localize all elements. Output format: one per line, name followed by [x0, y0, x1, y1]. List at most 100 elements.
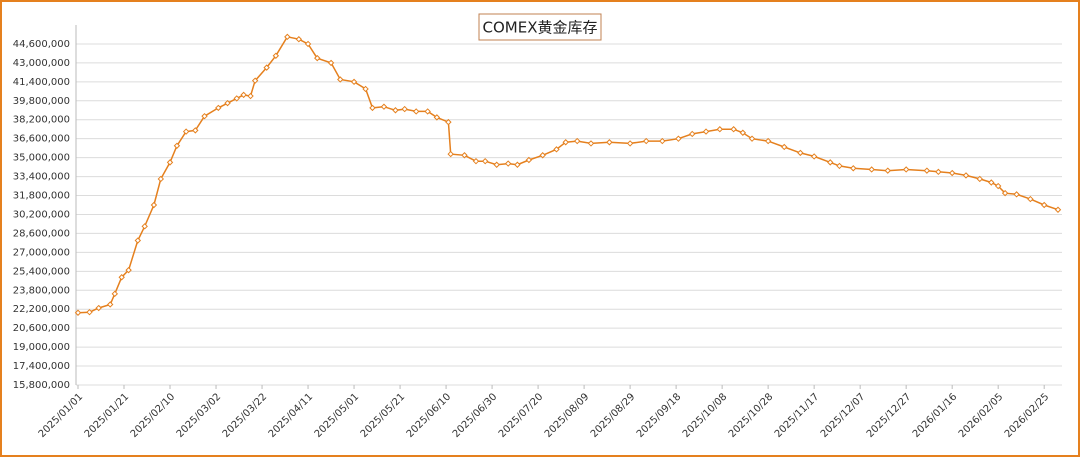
point [1013, 191, 1020, 198]
point [166, 159, 174, 166]
point [233, 95, 240, 102]
point [850, 165, 857, 172]
y-tick-label: 44,600,000 [13, 39, 70, 50]
point [224, 99, 231, 107]
point [781, 143, 788, 151]
point [125, 266, 132, 274]
point [106, 301, 114, 308]
point [962, 172, 970, 179]
point [461, 152, 468, 159]
y-tick-label: 15,800,000 [13, 380, 70, 391]
point [1054, 206, 1062, 213]
point [150, 201, 158, 209]
y-tick-label: 27,000,000 [13, 247, 70, 258]
point [810, 153, 818, 160]
point [902, 166, 910, 173]
point [472, 157, 480, 165]
point [493, 161, 500, 168]
y-tick-label: 22,200,000 [13, 304, 70, 315]
point [994, 182, 1002, 190]
point [764, 137, 772, 145]
point [380, 103, 388, 110]
point [111, 290, 119, 298]
point [659, 137, 666, 145]
point [923, 167, 931, 174]
point [157, 175, 165, 183]
point [573, 137, 581, 145]
point [553, 146, 560, 153]
y-tick-label: 35,000,000 [13, 153, 70, 164]
point [988, 179, 995, 186]
point [314, 54, 321, 62]
point [447, 150, 454, 158]
point [730, 126, 737, 133]
point [702, 128, 710, 135]
point [1027, 195, 1034, 203]
point [141, 223, 148, 230]
point [337, 76, 344, 83]
point [284, 33, 291, 41]
point [525, 156, 533, 164]
point [201, 112, 208, 120]
point [587, 140, 595, 147]
point [827, 159, 834, 166]
point [362, 85, 369, 93]
y-tick-label: 25,400,000 [13, 266, 70, 277]
chart-title: COMEX黄金库存 [483, 19, 598, 37]
point [215, 104, 222, 112]
point [836, 162, 843, 170]
point [327, 59, 335, 67]
point [739, 129, 747, 136]
point [1001, 189, 1009, 197]
point [263, 64, 270, 71]
y-tick-label: 31,800,000 [13, 191, 70, 202]
y-tick-label: 30,200,000 [13, 209, 70, 220]
title-box [478, 13, 602, 41]
point [504, 160, 512, 167]
point [868, 166, 875, 173]
y-tick-label: 43,000,000 [13, 58, 70, 69]
point [935, 168, 942, 176]
point [748, 135, 756, 142]
point [118, 274, 125, 281]
y-tick-label: 33,400,000 [13, 172, 70, 183]
point [884, 167, 891, 174]
point [392, 107, 399, 114]
y-tick-label: 36,600,000 [13, 134, 70, 145]
point [182, 128, 190, 135]
y-tick-label: 17,400,000 [13, 361, 70, 372]
point [304, 40, 312, 48]
point [424, 108, 431, 115]
point [689, 130, 696, 138]
point [433, 114, 441, 121]
point [247, 92, 254, 100]
point [716, 126, 724, 133]
point [948, 169, 956, 177]
y-tick-label: 38,200,000 [13, 115, 70, 126]
y-tick-label: 23,800,000 [13, 285, 70, 296]
point [539, 152, 546, 159]
point [369, 104, 376, 112]
point [134, 237, 142, 244]
point [251, 77, 259, 84]
point [295, 36, 303, 43]
point [675, 135, 682, 142]
point [1040, 201, 1048, 209]
point [797, 149, 804, 157]
point [86, 308, 93, 316]
point [192, 127, 199, 134]
point [74, 309, 82, 316]
point [626, 140, 634, 147]
y-tick-label: 19,000,000 [13, 342, 70, 353]
point [412, 108, 420, 115]
point [606, 139, 613, 146]
point [350, 78, 358, 86]
y-tick-label: 28,600,000 [13, 228, 70, 239]
point [173, 142, 181, 149]
point [272, 52, 280, 59]
y-tick-label: 20,600,000 [13, 323, 70, 334]
point [445, 118, 452, 126]
point [514, 161, 521, 168]
